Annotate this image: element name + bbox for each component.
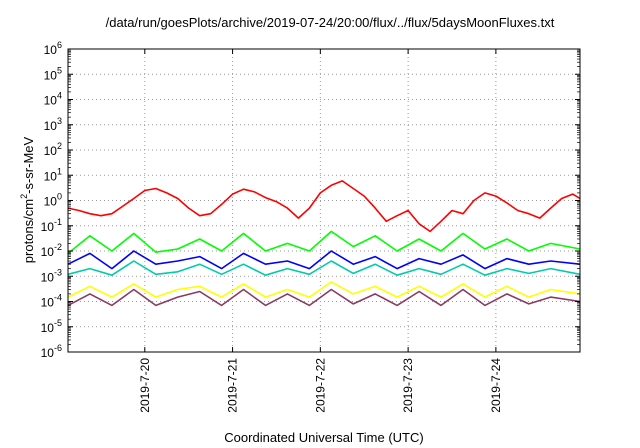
y-axis-label-rest: -s-sr-MeV: [21, 136, 36, 193]
y-tick-exponent: 1: [57, 166, 62, 176]
y-tick-base: 10: [41, 296, 55, 310]
y-tick-label: 103: [44, 116, 62, 133]
y-tick-exponent: 3: [57, 116, 62, 126]
y-tick-base: 10: [44, 195, 58, 209]
y-tick-base: 10: [44, 144, 58, 158]
x-tick-label: 2019-7-21: [226, 358, 240, 413]
y-tick-base: 10: [41, 270, 55, 284]
series-line-2: [67, 230, 581, 255]
series-line-4: [67, 250, 581, 270]
y-tick-exponent: 5: [57, 65, 62, 75]
y-tick-base: 10: [44, 68, 58, 82]
y-tick-label: 10-3: [41, 267, 62, 284]
y-tick-label: 10-4: [41, 293, 62, 310]
chart-title: /data/run/goesPlots/archive/2019-07-24/2…: [106, 15, 555, 30]
x-tick-label: 2019-7-23: [401, 358, 415, 413]
y-tick-label: 10-1: [41, 217, 62, 234]
x-tick-label: 2019-7-22: [313, 358, 327, 413]
y-tick-label: 106: [44, 40, 62, 57]
tick-layer: 10-610-510-410-310-210-11001011021031041…: [41, 40, 580, 413]
y-tick-exponent: -1: [54, 217, 62, 227]
y-tick-label: 10-2: [41, 242, 62, 259]
x-tick-label: 2019-7-24: [489, 358, 503, 413]
y-axis-label-base: protons/cm: [21, 199, 36, 263]
y-tick-exponent: 2: [57, 141, 62, 151]
y-tick-exponent: -5: [54, 318, 62, 328]
y-tick-base: 10: [41, 220, 55, 234]
y-tick-exponent: -3: [54, 267, 62, 277]
y-tick-exponent: 6: [57, 40, 62, 50]
series-line-6: [67, 288, 581, 307]
y-tick-base: 10: [44, 43, 58, 57]
y-tick-exponent: 0: [57, 192, 62, 202]
y-tick-label: 102: [44, 141, 62, 158]
y-tick-base: 10: [44, 94, 58, 108]
y-tick-label: 10-5: [41, 318, 62, 335]
y-tick-base: 10: [41, 346, 55, 360]
y-tick-label: 100: [44, 192, 62, 209]
y-tick-exponent: 4: [57, 91, 62, 101]
x-axis-label: Coordinated Universal Time (UTC): [224, 430, 423, 445]
y-axis-label: protons/cm2-s-sr-MeV: [19, 136, 36, 263]
y-tick-exponent: -2: [54, 242, 62, 252]
y-tick-label: 10-6: [41, 343, 62, 360]
y-tick-base: 10: [41, 245, 55, 259]
y-tick-exponent: -4: [54, 293, 62, 303]
x-tick-label: 2019-7-20: [138, 358, 152, 413]
series-line-3: [67, 260, 581, 276]
y-tick-label: 101: [44, 166, 62, 183]
y-tick-label: 104: [44, 91, 62, 108]
y-tick-base: 10: [44, 169, 58, 183]
series-layer: [67, 180, 581, 307]
y-tick-base: 10: [44, 119, 58, 133]
series-line-1: [67, 180, 581, 233]
y-axis-label-superscript: 2: [19, 194, 29, 199]
y-tick-label: 105: [44, 65, 62, 82]
series-line-5: [67, 281, 581, 298]
y-tick-exponent: -6: [54, 343, 62, 353]
y-tick-base: 10: [41, 321, 55, 335]
